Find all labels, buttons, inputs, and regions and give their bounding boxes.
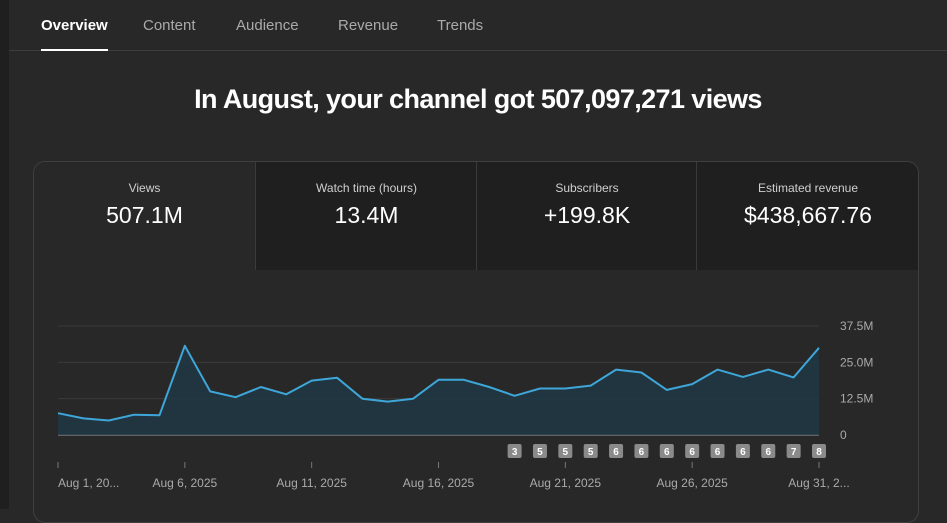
badge-count: 5 (563, 447, 569, 458)
badge-box (609, 444, 624, 458)
upload-badge[interactable]: 6 (609, 444, 624, 458)
badge-box (659, 444, 674, 458)
upload-badge[interactable]: 8 (812, 444, 826, 458)
badge-count: 5 (588, 447, 594, 458)
metric-value: +199.8K (543, 202, 631, 228)
metric-label: Subscribers (555, 181, 619, 195)
badge-box (685, 444, 700, 458)
metric-value: 507.1M (106, 202, 183, 228)
metric-tabs: Views 507.1M Watch time (hours) 13.4M Su… (34, 162, 918, 270)
metric-label: Views (128, 181, 161, 195)
badge-box (507, 444, 522, 458)
upload-badge[interactable]: 6 (735, 444, 750, 458)
metric-subscribers[interactable]: Subscribers +199.8K (476, 162, 697, 270)
x-tick-label: Aug 26, 2025 (656, 476, 728, 490)
badge-count: 6 (639, 447, 645, 458)
x-tick-label: Aug 1, 20... (58, 476, 119, 490)
upload-badge[interactable]: 5 (532, 444, 547, 458)
upload-badge[interactable]: 5 (583, 444, 598, 458)
tab-audience[interactable]: Audience (236, 17, 299, 34)
metric-views[interactable]: Views 507.1M (34, 162, 255, 270)
badge-count: 8 (816, 447, 822, 458)
tab-trends[interactable]: Trends (437, 17, 484, 34)
upload-badge[interactable]: 3 (507, 444, 522, 458)
badge-box (634, 444, 649, 458)
y-tick-label: 12.5M (840, 392, 873, 406)
badge-box (786, 444, 801, 458)
upload-badge[interactable]: 5 (558, 444, 573, 458)
overview-chart-card: Views 507.1M Watch time (hours) 13.4M Su… (33, 161, 919, 523)
left-edge (0, 0, 9, 509)
x-tick-label: Aug 31, 2... (788, 476, 849, 490)
tab-content[interactable]: Content (143, 17, 196, 34)
badge-count: 6 (664, 447, 670, 458)
upload-badge[interactable]: 6 (634, 444, 649, 458)
views-series-line (57, 344, 820, 422)
badge-count: 6 (765, 447, 771, 458)
y-tick-label: 37.5M (840, 319, 873, 333)
badge-box (735, 444, 750, 458)
upload-badge[interactable]: 6 (761, 444, 776, 458)
analytics-page: Overview Content Audience Revenue Trends… (9, 0, 947, 523)
badge-box (761, 444, 776, 458)
y-tick-label: 0 (840, 428, 847, 442)
x-tick-label: Aug 11, 2025 (276, 476, 347, 490)
metric-label: Estimated revenue (757, 181, 859, 195)
views-line-chart[interactable]: 37.5M 25.0M 12.5M 0 3 5 5 5 6 6 6 6 6 6 6 7 8 Aug 1, 20..… (34, 162, 918, 510)
tab-overview[interactable]: Overview (41, 0, 108, 51)
badge-box (812, 444, 826, 458)
badge-count: 5 (537, 447, 543, 458)
metric-value: 13.4M (334, 202, 399, 228)
badge-count: 7 (791, 447, 797, 458)
y-tick-label: 25.0M (840, 355, 873, 369)
x-tick-label: Aug 6, 2025 (152, 476, 217, 490)
x-tick-label: Aug 16, 2025 (403, 476, 475, 490)
page-headline: In August, your channel got 507,097,271 … (194, 84, 762, 114)
x-tick-label: Aug 21, 2025 (530, 476, 602, 490)
badge-count: 3 (512, 447, 518, 458)
badge-count: 6 (740, 447, 746, 458)
analytics-tabs: Overview Content Audience Revenue Trends (9, 0, 947, 51)
upload-badge[interactable]: 6 (659, 444, 674, 458)
metric-label: Watch time (hours) (316, 181, 417, 195)
upload-badge[interactable]: 7 (786, 444, 801, 458)
badge-count: 6 (715, 447, 721, 458)
badge-box (558, 444, 573, 458)
badge-box (532, 444, 547, 458)
badge-box (710, 444, 725, 458)
metric-value: $438,667.76 (744, 202, 872, 228)
upload-badge[interactable]: 6 (710, 444, 725, 458)
badge-count: 6 (613, 447, 619, 458)
metric-watch-time[interactable]: Watch time (hours) 13.4M (255, 162, 477, 270)
badge-box (583, 444, 598, 458)
tab-revenue[interactable]: Revenue (338, 17, 399, 34)
upload-badge[interactable]: 6 (685, 444, 700, 458)
metric-estimated-revenue[interactable]: Estimated revenue $438,667.76 (696, 162, 918, 270)
views-area (58, 345, 819, 435)
badge-count: 6 (689, 447, 695, 458)
